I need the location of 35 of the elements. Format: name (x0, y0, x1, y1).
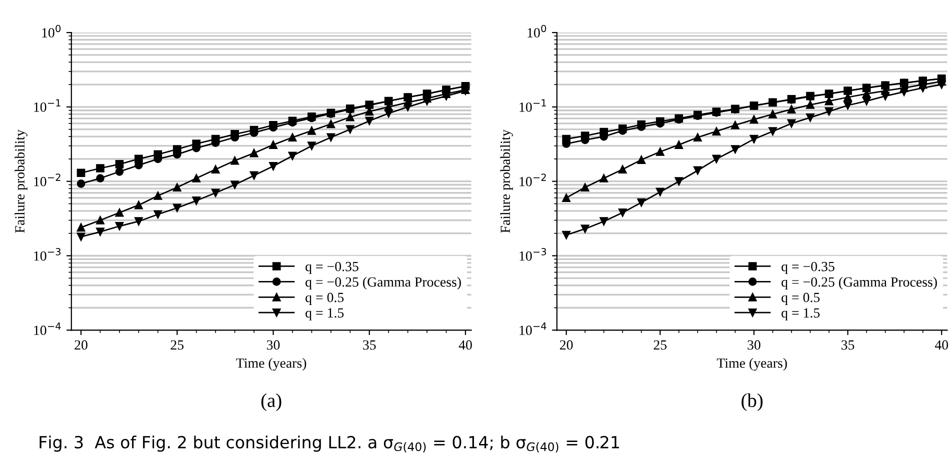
y-tick-label: 10$^{−1}$ (520, 99, 546, 112)
legend-label: q = 0.5 (306, 292, 344, 305)
caption: Fig. 3 As of Fig. 2 but considering LL2. a σ$_{G(40)}$ = 0.14; b σ$_{G(40)}$ = 0.21 (40, 436, 619, 453)
y-axis-title: Failure probability (14, 130, 28, 233)
x-tick-label: 30 (748, 340, 760, 350)
legend-label: q = 0.5 (782, 292, 820, 305)
x-tick-label: 40 (458, 340, 472, 350)
y-axis-title: Failure probability (500, 130, 513, 233)
text: (b) (742, 393, 763, 412)
y-tick-label: 10$^{−4}$ (520, 322, 546, 336)
y-tick-label: 10$^{0}$ (42, 24, 61, 38)
x-tick-label: 25 (170, 340, 184, 350)
y-tick-label: 10$^{−4}$ (34, 322, 61, 336)
x-axis-title: Time (years) (236, 358, 306, 371)
legend-label: q = −0.25 (Gamma Process) (306, 276, 461, 290)
legend-label: q = −0.35 (782, 262, 834, 274)
legend-label: q = 1.5 (306, 308, 344, 320)
text: (a) (261, 393, 282, 412)
legend-label: q = −0.35 (306, 262, 358, 274)
y-tick-label: 10$^{−3}$ (34, 248, 60, 261)
y-tick-label: 10$^{−2}$ (34, 174, 60, 186)
y-tick-label: 10$^{−1}$ (34, 99, 60, 112)
x-tick-label: 30 (266, 340, 280, 350)
legend-label: q = −0.25 (Gamma Process) (782, 276, 937, 290)
x-tick-label: 35 (363, 340, 376, 350)
x-axis-title: Time (years) (716, 358, 787, 371)
x-tick-label: 20 (560, 340, 573, 350)
y-tick-label: 10$^{0}$ (528, 24, 546, 38)
x-tick-label: 35 (842, 340, 854, 350)
x-tick-label: 25 (654, 340, 667, 350)
x-tick-label: 20 (74, 340, 88, 350)
x-tick-label: 40 (934, 340, 948, 350)
y-tick-label: 10$^{−3}$ (520, 248, 546, 261)
legend-label: q = 1.5 (782, 308, 820, 320)
y-tick-label: 10$^{−2}$ (520, 174, 546, 186)
